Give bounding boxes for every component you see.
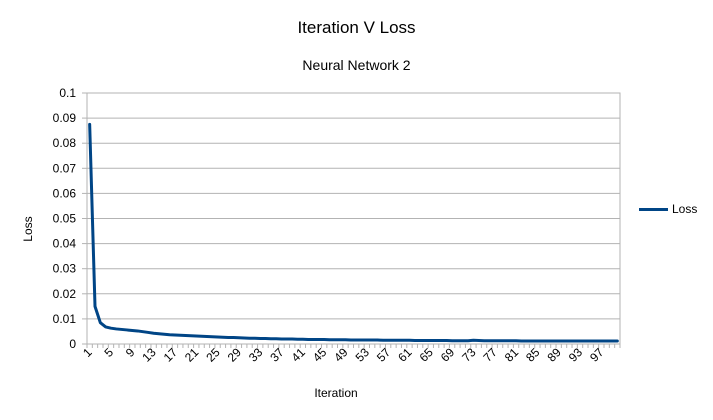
y-tick-label: 0.1 (59, 86, 76, 100)
y-tick-labels: 0 0.01 0.02 0.03 0.04 0.05 0.06 0.07 0.08 0.09 0.1 (53, 86, 77, 351)
legend-label-loss: Loss (672, 202, 698, 216)
y-tick-label: 0.09 (53, 111, 77, 125)
legend: Loss (639, 202, 697, 216)
chart-subtitle: Neural Network 2 (302, 57, 411, 73)
axes (86, 92, 621, 348)
y-tick-label: 0.07 (53, 161, 77, 175)
y-tick-label: 0.02 (53, 287, 77, 301)
y-tick-label: 0.06 (53, 186, 77, 200)
x-axis-title: Iteration (314, 386, 357, 400)
y-tick-label: 0.08 (53, 136, 77, 150)
chart-title: Iteration V Loss (297, 18, 416, 37)
x-tick-labels: 1 5 9 13 17 21 25 29 33 37 41 45 49 53 57 61 65 69 73 77 81 8… (80, 345, 607, 365)
series-layer (88, 122, 619, 343)
legend-swatch-loss (639, 207, 668, 211)
y-tick-label: 0.03 (53, 262, 77, 276)
y-axis-title: Loss (21, 216, 35, 241)
gridlines (82, 92, 620, 345)
y-tick-label: 0.04 (53, 237, 77, 251)
y-tick-label: 0 (69, 337, 76, 351)
y-tick-label: 0.01 (53, 312, 77, 326)
y-tick-label: 0.05 (53, 212, 77, 226)
series-line-loss (88, 122, 619, 343)
